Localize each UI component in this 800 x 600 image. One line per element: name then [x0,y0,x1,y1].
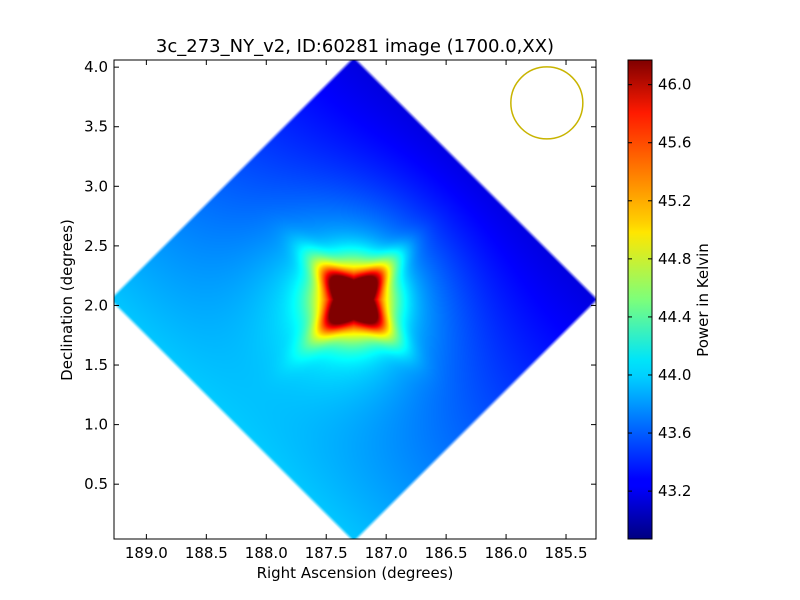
colorbar-tick-label: 45.2 [658,192,691,210]
y-tick-label: 3.0 [84,177,108,195]
y-tick-label: 1.0 [84,416,108,434]
colorbar-gradient [628,60,652,539]
x-axis: 189.0 188.5 188.0 187.5 187.0 186.5 186.0 185.5 [125,60,588,562]
colorbar-tick-label: 46.0 [658,76,691,94]
colorbar-frame [627,59,653,540]
y-tick-label: 1.5 [84,356,108,374]
x-tick-label: 187.0 [365,544,408,562]
colorbar-ticks: 43.2 43.6 44.0 44.4 44.8 45.2 45.6 46.0 [628,76,691,500]
heatmap-image [114,60,596,539]
plot-frame [113,59,597,540]
x-tick-label: 187.5 [305,544,348,562]
x-axis-label: Right Ascension (degrees) [257,564,454,582]
x-tick-label: 185.5 [545,544,588,562]
y-tick-label: 2.5 [84,237,108,255]
colorbar-tick-label: 45.6 [658,134,691,152]
colorbar-tick-label: 43.6 [658,424,691,442]
y-axis-label: Declination (degrees) [58,219,76,381]
y-tick-label: 2.0 [84,296,108,314]
colorbar-tick-label: 44.4 [658,308,691,326]
y-axis: 0.5 1.0 1.5 2.0 2.5 3.0 3.5 4.0 [84,58,596,493]
y-tick-label: 0.5 [84,475,108,493]
y-tick-label: 4.0 [84,58,108,76]
chart-title: 3c_273_NY_v2, ID:60281 image (1700.0,XX) [156,36,554,57]
plot-area [114,60,596,539]
x-tick-label: 186.0 [485,544,528,562]
colorbar-label: Power in Kelvin [694,243,712,357]
x-tick-label: 189.0 [125,544,168,562]
x-tick-label: 186.5 [425,544,468,562]
colorbar-tick-label: 44.0 [658,366,691,384]
x-tick-label: 188.0 [245,544,288,562]
x-tick-label: 188.5 [185,544,228,562]
beam-circle [510,66,584,140]
colorbar-tick-label: 43.2 [658,482,691,500]
colorbar-tick-label: 44.8 [658,250,691,268]
y-tick-label: 3.5 [84,118,108,136]
colorbar: 43.2 43.6 44.0 44.4 44.8 45.2 45.6 46.0 Power i… [627,59,712,540]
